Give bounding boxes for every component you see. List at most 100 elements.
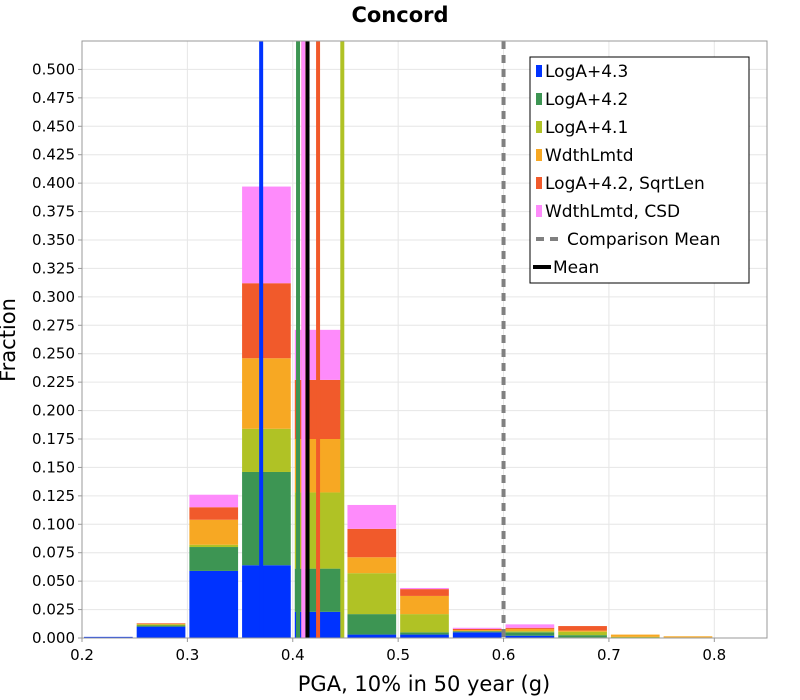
bar-segment-loga-4-3 <box>347 634 397 638</box>
bar-segment-loga-4-2-sqrtlen <box>136 623 186 624</box>
legend-swatch <box>536 149 542 161</box>
y-tick-label: 0.175 <box>32 430 75 448</box>
bar-segment-wdthlmtd <box>189 519 239 545</box>
bar-segment-loga-4-3 <box>505 635 555 638</box>
y-tick-label: 0.275 <box>32 316 75 334</box>
legend-swatch <box>536 93 542 105</box>
legend-label: Mean <box>553 258 599 278</box>
bar-segment-wdthlmtd-csd <box>505 624 555 628</box>
bar-segment-wdthlmtd <box>242 358 291 429</box>
legend-box <box>529 56 750 284</box>
bar-segment-wdthlmtd <box>136 623 186 625</box>
bar-segment-wdthlmtd-csd <box>242 186 291 284</box>
bar-segment-loga-4-1 <box>242 428 291 472</box>
y-tick-label: 0.250 <box>32 345 75 363</box>
bar-segment-loga-4-1 <box>558 631 607 636</box>
bar-segment-loga-4-1 <box>347 573 397 615</box>
legend-swatch <box>536 177 542 189</box>
bar-segment-loga-4-3 <box>136 626 186 638</box>
bar-segment-loga-4-3 <box>84 636 133 638</box>
y-tick-label: 0.300 <box>32 288 75 306</box>
y-tick-label: 0.225 <box>32 373 75 391</box>
bar-segment-wdthlmtd-csd <box>400 587 449 590</box>
bar-segment-loga-4-2-sqrtlen <box>558 626 607 631</box>
bar-segment-loga-4-3 <box>189 570 239 638</box>
bar-segment-loga-4-3 <box>400 634 449 638</box>
y-tick-label: 0.500 <box>32 60 75 78</box>
bar-segment-wdthlmtd <box>347 557 397 574</box>
legend-swatch <box>536 121 542 133</box>
plot-area-frame <box>81 40 768 639</box>
x-tick-label: 0.5 <box>386 646 410 664</box>
bar-segment-loga-4-2 <box>558 635 607 638</box>
legend-label: LogA+4.2, SqrtLen <box>545 174 705 194</box>
bar-segment-loga-4-1 <box>505 631 555 633</box>
legend-label: LogA+4.3 <box>545 62 628 82</box>
bar-segment-wdthlmtd <box>452 630 502 632</box>
x-tick-label: 0.4 <box>281 646 305 664</box>
y-tick-label: 0.400 <box>32 174 75 192</box>
legend-label: LogA+4.2 <box>545 90 628 110</box>
bar-segment-loga-4-2 <box>136 625 186 627</box>
bar-segment-loga-4-2-sqrtlen <box>242 283 291 359</box>
bar-segment-wdthlmtd-csd <box>347 504 397 529</box>
bar-segment-wdthlmtd <box>663 636 713 638</box>
legend-label: WdthLmtd, CSD <box>545 202 680 222</box>
legend-swatch <box>536 65 542 77</box>
bar-segment-loga-4-2-sqrtlen <box>189 507 239 520</box>
bar-segment-loga-4-2 <box>189 547 239 571</box>
x-tick-label: 0.2 <box>70 646 94 664</box>
bar-segment-loga-4-2-sqrtlen <box>505 627 555 629</box>
y-tick-label: 0.350 <box>32 231 75 249</box>
bar-segment-wdthlmtd <box>400 595 449 615</box>
bar-segment-loga-4-2 <box>242 471 291 566</box>
bar-segment-loga-4-1 <box>189 544 239 548</box>
legend: LogA+4.3 LogA+4.2 LogA+4.1 WdthLmtd LogA+4.2… <box>529 56 750 284</box>
y-tick-label: 0.125 <box>32 487 75 505</box>
legend-swatch <box>536 205 542 217</box>
mean-lines <box>259 41 506 638</box>
bar-segment-loga-4-3 <box>242 565 291 638</box>
y-tick-label: 0.325 <box>32 259 75 277</box>
bar-segment-wdthlmtd-csd <box>189 494 239 508</box>
bar-segment-loga-4-2 <box>347 614 397 635</box>
bar-segment-loga-4-2 <box>400 632 449 635</box>
y-axis-label: Fraction <box>0 298 20 382</box>
bar-segment-loga-4-1 <box>400 614 449 633</box>
bar-segment-loga-4-1 <box>610 636 660 638</box>
x-tick-label: 0.3 <box>175 646 199 664</box>
y-tick-label: 0.075 <box>32 544 75 562</box>
legend-label: LogA+4.1 <box>545 118 628 138</box>
bar-segment-wdthlmtd-csd <box>452 627 502 629</box>
bar-segment-loga-4-2 <box>505 632 555 636</box>
legend-label: Comparison Mean <box>567 230 721 250</box>
y-tick-label: 0.150 <box>32 458 75 476</box>
bar-segment-wdthlmtd <box>558 630 607 632</box>
x-tick-label: 0.8 <box>702 646 726 664</box>
y-tick-label: 0.050 <box>32 572 75 590</box>
y-axis-ticks: 0.000 0.025 0.050 0.075 0.100 0.125 0.150 0.175… <box>32 60 82 647</box>
x-axis-label: PGA, 10% in 50 year (g) <box>298 672 550 696</box>
bar-segment-wdthlmtd <box>610 634 660 637</box>
chart-title: Concord <box>351 3 448 27</box>
bar-segment-loga-4-3 <box>452 632 502 638</box>
y-tick-label: 0.425 <box>32 146 75 164</box>
bar-segment-loga-4-1 <box>136 624 186 626</box>
bar-segment-wdthlmtd <box>505 628 555 632</box>
x-axis-ticks: 0.2 0.3 0.4 0.5 0.6 0.7 0.8 <box>70 638 726 664</box>
bar-segment-loga-4-2-sqrtlen <box>400 589 449 596</box>
legend-label: WdthLmtd <box>545 146 634 166</box>
y-tick-label: 0.100 <box>32 515 75 533</box>
y-tick-label: 0.450 <box>32 117 75 135</box>
y-tick-label: 0.475 <box>32 89 75 107</box>
bar-segment-loga-4-2-sqrtlen <box>347 528 397 558</box>
y-tick-label: 0.025 <box>32 601 75 619</box>
y-tick-label: 0.375 <box>32 203 75 221</box>
x-tick-label: 0.6 <box>492 646 516 664</box>
bar-segment-loga-4-2-sqrtlen <box>452 628 502 631</box>
y-tick-label: 0.200 <box>32 402 75 420</box>
bar-segment-loga-4-2 <box>452 631 502 633</box>
y-tick-label: 0.000 <box>32 629 75 647</box>
x-tick-label: 0.7 <box>597 646 621 664</box>
